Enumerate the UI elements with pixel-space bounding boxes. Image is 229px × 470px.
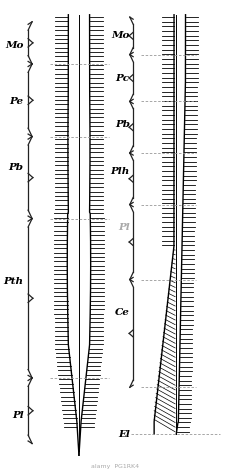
Text: Pe: Pe: [10, 97, 24, 106]
Text: Pb: Pb: [114, 120, 129, 129]
Text: Pth: Pth: [4, 277, 24, 286]
Text: Mo: Mo: [5, 41, 24, 50]
Text: Ce: Ce: [114, 308, 129, 317]
Text: Plh: Plh: [110, 167, 129, 176]
Text: Mo: Mo: [111, 31, 129, 40]
Text: Pc: Pc: [115, 73, 129, 83]
Text: Pb: Pb: [9, 163, 24, 172]
Text: El: El: [117, 430, 129, 439]
Text: alamy  PG1RK4: alamy PG1RK4: [90, 464, 139, 469]
Text: Pl: Pl: [117, 223, 129, 233]
Text: Pl: Pl: [12, 411, 24, 420]
